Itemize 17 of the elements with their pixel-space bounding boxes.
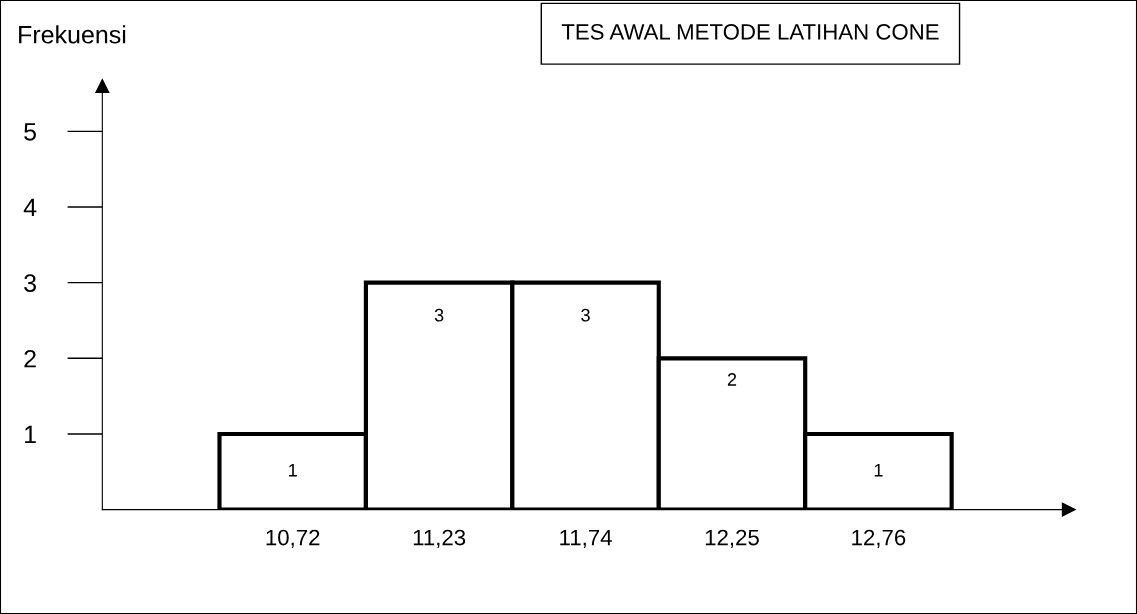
x-tick-label: 12,25 [705, 529, 759, 549]
data-label: 3 [434, 308, 444, 322]
x-tick-label: 12,76 [852, 529, 906, 549]
y-tick-label: 5 [24, 123, 37, 141]
x-tick-label: 11,74 [560, 529, 612, 549]
data-label: 2 [727, 373, 737, 386]
y-tick-label: 4 [23, 198, 37, 217]
y-tick-label: 1 [25, 425, 36, 444]
data-label: 3 [581, 308, 590, 322]
y-axis-title: Frekuensi [19, 25, 126, 44]
x-tick-label: 11,23 [413, 529, 466, 549]
y-tick-label: 3 [24, 274, 36, 292]
data-label: 1 [874, 464, 883, 477]
x-tick-label: 10,72 [266, 529, 320, 549]
y-tick-label: 2 [24, 349, 36, 368]
chart-title: TES AWAL METODE LATIHAN CONE [561, 24, 939, 40]
data-label: 1 [289, 464, 297, 477]
